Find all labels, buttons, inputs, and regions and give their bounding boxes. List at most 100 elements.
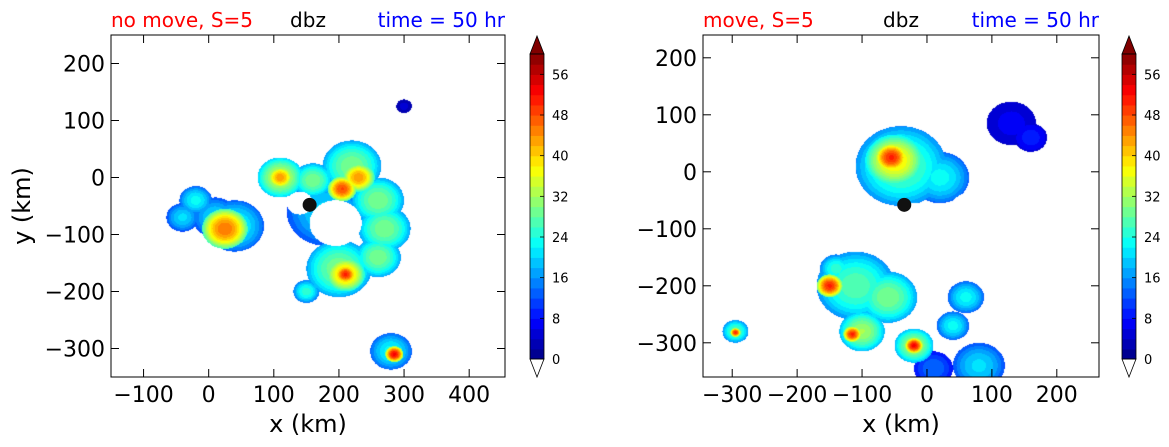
colorbar-band [1122, 318, 1136, 330]
y-tick-label: 100 [655, 104, 697, 129]
colorbar-band [530, 237, 544, 248]
colorbar-band [530, 165, 544, 177]
colorbar-band [1122, 186, 1136, 197]
colorbar-ticks: 0 8 16 24 32 40 48 56 [1132, 68, 1161, 368]
colorbar-band [1122, 298, 1136, 309]
colorbar-tick-label: 8 [552, 312, 560, 327]
colorbar-band [1122, 84, 1136, 96]
colorbar-band [1122, 267, 1136, 279]
plot-frame [702, 34, 1100, 378]
colorbar-band [530, 74, 544, 86]
colorbar-tick-label: 40 [1144, 150, 1161, 165]
colorbar-band [1122, 216, 1136, 228]
x-tick-label: 200 [1036, 383, 1078, 408]
plot-frame [110, 34, 506, 378]
colorbar-band [1122, 328, 1136, 340]
colorbar-tick-label: 24 [552, 231, 569, 246]
title-right: time = 50 hr [972, 8, 1100, 32]
colorbar-band [1122, 206, 1136, 218]
plot-panel-2: −300 −200 −100 0 100 200 −300−200−1000100200 … [637, 34, 1100, 438]
y-tick-label: 0 [683, 161, 697, 186]
colorbar-band [530, 135, 544, 147]
colorbar-band [1122, 176, 1136, 187]
colorbar-band [530, 328, 544, 340]
colorbar-band [530, 155, 544, 167]
colorbar-band [1122, 135, 1136, 147]
colorbar-bands [1122, 54, 1136, 360]
colorbar-tick-label: 0 [552, 353, 560, 368]
y-ticks: −300 −200 −100 0 100 200 [45, 53, 505, 363]
colorbar-band [530, 247, 544, 258]
colorbar-band [1122, 94, 1136, 106]
x-tick-label: −300 [702, 383, 762, 408]
colorbar-band [530, 145, 544, 157]
x-tick-label: 400 [448, 383, 490, 408]
colorbar-tick-label: 48 [1144, 109, 1161, 124]
x-tick-label: 300 [383, 383, 425, 408]
colorbar-band [1122, 247, 1136, 258]
colorbar-band [1122, 287, 1136, 299]
y-tick-label: −100 [637, 218, 697, 243]
colorbar-tick-label: 48 [552, 109, 569, 124]
x-tick-label: 200 [318, 383, 360, 408]
x-ticks: −300 −200 −100 0 100 200 [702, 35, 1078, 408]
colorbar-band [1122, 125, 1136, 136]
x-tick-label: 100 [971, 383, 1013, 408]
colorbar-band [530, 125, 544, 136]
colorbar-band [530, 84, 544, 96]
colorbar-band [1122, 165, 1136, 177]
colorbar-1: 0 8 16 24 32 40 48 56 [529, 34, 569, 379]
colorbar-band [1122, 104, 1136, 116]
colorbar-band [530, 226, 544, 238]
colorbar-tick-label: 56 [552, 68, 569, 83]
colorbar-band [530, 338, 544, 350]
y-axis-label: y (km) [8, 167, 36, 245]
title-left: no move, S=5 [111, 8, 253, 32]
x-axis-label: x (km) [862, 410, 940, 438]
x-axis-label: x (km) [269, 410, 347, 438]
y-tick-label: 200 [655, 47, 697, 72]
colorbar-band [530, 216, 544, 228]
colorbar-tick-label: 40 [552, 150, 569, 165]
colorbar-band [530, 318, 544, 330]
y-tick-label: −200 [637, 275, 697, 300]
colorbar-band [1122, 237, 1136, 248]
colorbar-band [530, 348, 544, 360]
colorbar-band [530, 94, 544, 106]
colorbar-band [530, 115, 544, 126]
colorbar-tick-label: 24 [1144, 231, 1161, 246]
y-tick-label: −200 [45, 281, 105, 306]
title-center: dbz [290, 8, 326, 32]
colorbar-band [530, 257, 544, 269]
colorbar-band [530, 308, 544, 319]
colorbar-band [530, 54, 544, 65]
colorbar-band [1122, 277, 1136, 289]
storm-center-marker [897, 197, 912, 212]
colorbar-max-arrow [529, 34, 545, 55]
colorbar-tick-label: 32 [1144, 190, 1161, 205]
colorbar-tick-label: 32 [552, 190, 569, 205]
x-tick-label: −100 [113, 383, 173, 408]
colorbar-band [530, 267, 544, 279]
colorbar-band [530, 64, 544, 75]
y-tick-label: −300 [637, 332, 697, 357]
colorbar-band [530, 104, 544, 116]
colorbar-band [1122, 338, 1136, 350]
colorbar-band [530, 176, 544, 187]
colorbar-band [1122, 348, 1136, 360]
x-tick-label: 0 [202, 383, 216, 408]
colorbar-2: 0 8 16 24 32 40 48 56 [1121, 34, 1161, 379]
title-right: time = 50 hr [378, 8, 506, 32]
colorbar-band [530, 298, 544, 309]
x-tick-label: 0 [920, 383, 934, 408]
colorbar-band [1122, 74, 1136, 86]
y-tick-label: −100 [45, 224, 105, 249]
colorbar-band [530, 287, 544, 299]
colorbar-ticks: 0 8 16 24 32 40 48 56 [540, 68, 569, 368]
colorbar-tick-label: 8 [1144, 312, 1152, 327]
plot-panel-1: −100 0 100 200 300 400 −300 −200 −100 0 100 200 x … [8, 34, 506, 438]
colorbar-tick-label: 56 [1144, 68, 1161, 83]
colorbar-band [1122, 155, 1136, 167]
colorbar-band [1122, 54, 1136, 65]
